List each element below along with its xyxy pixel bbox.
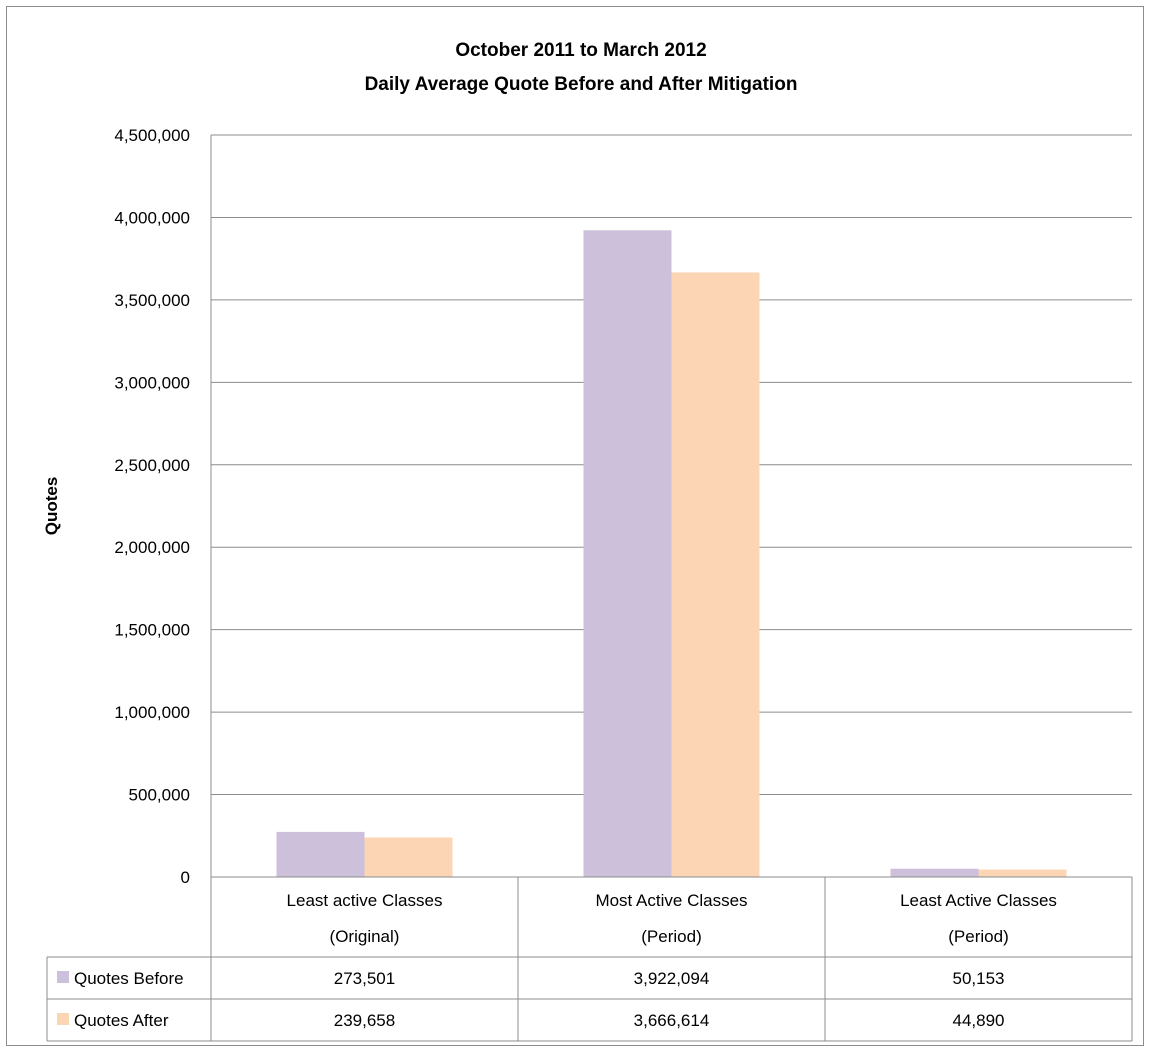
- bar-quotes-before: [583, 230, 672, 877]
- y-tick-label: 1,000,000: [114, 703, 190, 722]
- gridlines: [210, 134, 1132, 877]
- data-table: Least active Classes (Original) Most Activ…: [46, 876, 1133, 1042]
- data-label: 50,153: [953, 969, 1005, 988]
- bar-quotes-after: [364, 837, 453, 877]
- y-tick-label: 2,500,000: [114, 456, 190, 475]
- data-label: 3,922,094: [634, 969, 710, 988]
- x-category-label: (Period): [641, 927, 701, 946]
- y-axis-ticks: 0 500,000 1,000,000 1,500,000 2,000,000 2,500…: [114, 126, 190, 887]
- y-tick-label: 0: [181, 868, 190, 887]
- bar-quotes-before: [276, 831, 365, 877]
- legend-label: Quotes After: [74, 1011, 169, 1030]
- y-tick-label: 1,500,000: [114, 621, 190, 640]
- legend-swatch: [57, 971, 69, 983]
- x-category-label: Least active Classes: [287, 891, 443, 910]
- x-category-label: (Period): [948, 927, 1008, 946]
- bars: [276, 230, 1067, 877]
- y-tick-label: 2,000,000: [114, 538, 190, 557]
- chart-title-line-2: Daily Average Quote Before and After Mit…: [365, 74, 798, 95]
- y-tick-label: 3,000,000: [114, 373, 190, 392]
- chart-title: October 2011 to March 2012 Daily Average…: [365, 40, 798, 95]
- y-axis-label: Quotes: [42, 477, 61, 536]
- y-tick-label: 4,000,000: [114, 208, 190, 227]
- data-label: 273,501: [334, 969, 395, 988]
- x-category-label: (Original): [330, 927, 400, 946]
- x-category-label: Least Active Classes: [900, 891, 1057, 910]
- legend-label: Quotes Before: [74, 969, 184, 988]
- legend-swatch: [57, 1013, 69, 1025]
- data-label: 3,666,614: [634, 1011, 710, 1030]
- bar-quotes-after: [978, 869, 1067, 877]
- data-label: 239,658: [334, 1011, 395, 1030]
- bar-quotes-before: [890, 868, 979, 877]
- y-tick-label: 3,500,000: [114, 291, 190, 310]
- chart-title-line-1: October 2011 to March 2012: [455, 40, 706, 61]
- y-tick-label: 4,500,000: [114, 126, 190, 145]
- bar-quotes-after: [671, 272, 760, 877]
- y-tick-label: 500,000: [129, 786, 190, 805]
- data-label: 44,890: [953, 1011, 1005, 1030]
- x-category-label: Most Active Classes: [595, 891, 747, 910]
